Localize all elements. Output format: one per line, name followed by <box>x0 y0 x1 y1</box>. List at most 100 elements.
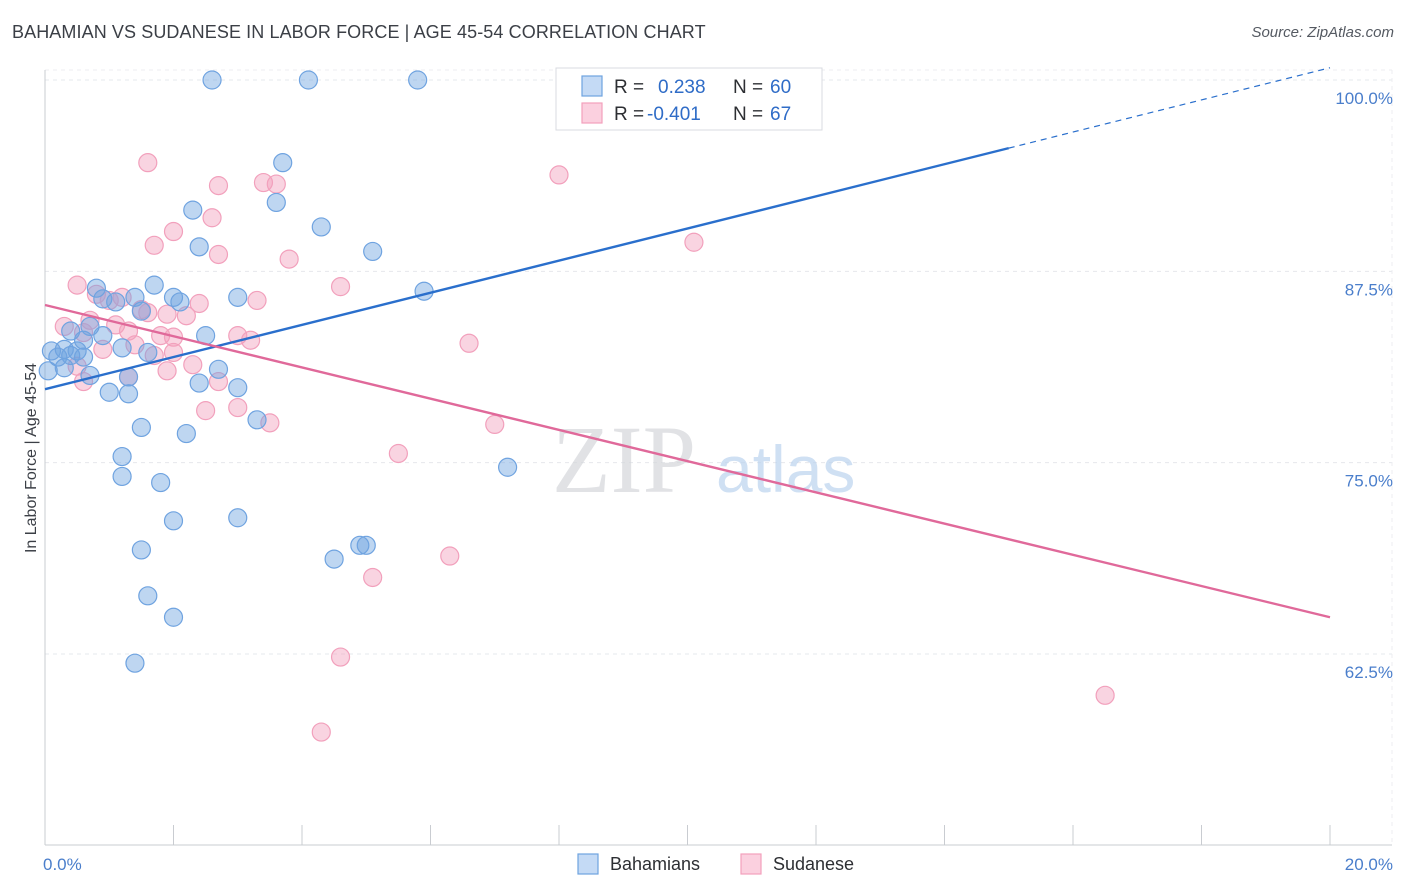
bahamians-point-16 <box>228 287 248 307</box>
y-tick-label-3: 100.0% <box>1335 89 1393 108</box>
sudanese-point-8 <box>208 244 229 265</box>
sudanese-point-49 <box>330 647 351 667</box>
sudanese-point-6 <box>163 221 184 242</box>
bahamians-trend-line <box>44 146 1010 391</box>
bahamians-point-15 <box>93 289 113 309</box>
bahamians-point-45 <box>112 466 132 487</box>
sudanese-point-5 <box>202 208 222 228</box>
y-tick-label-0: 62.5% <box>1345 663 1393 682</box>
bahamians-point-8 <box>363 241 383 262</box>
x-tick-labels: 0.0% 20.0% <box>43 855 1393 874</box>
bahamians-point-48 <box>163 511 184 531</box>
bahamians-point-23 <box>73 330 94 350</box>
sudanese-point-9 <box>279 249 299 269</box>
legend-swatch-bottom-bahamians <box>577 853 599 875</box>
sudanese-point-7 <box>144 235 164 255</box>
sudanese-point-36 <box>93 339 113 359</box>
sudanese-point-48 <box>363 567 383 588</box>
bahamians-point-54 <box>138 586 158 606</box>
bahamians-points <box>38 70 518 673</box>
bahamians-point-55 <box>163 607 184 627</box>
legend-label-bahamians: Bahamians <box>610 854 700 874</box>
bahamians-point-52 <box>356 535 376 555</box>
bahamians-point-50 <box>131 540 151 560</box>
legend-r-value-2: -0.401 <box>647 104 701 125</box>
bahamians-point-53 <box>324 549 344 569</box>
bahamians-point-11 <box>86 278 107 298</box>
chart-source: Source: ZipAtlas.com <box>1251 24 1394 41</box>
y-tick-labels: 62.5% 75.0% 87.5% 100.0% <box>1335 89 1393 682</box>
trend-lines <box>44 67 1331 619</box>
sudanese-point-17 <box>189 293 209 314</box>
bahamians-point-47 <box>498 457 518 477</box>
bahamians-point-0 <box>202 70 222 90</box>
bahamians-point-20 <box>93 326 113 346</box>
sudanese-point-43 <box>228 397 248 418</box>
bahamians-point-31 <box>138 342 158 363</box>
bahamians-point-3 <box>273 153 293 173</box>
sudanese-point-4 <box>549 165 569 185</box>
bahamians-point-39 <box>99 382 119 402</box>
legend-n-label-2: N = <box>733 104 763 125</box>
bahamians-point-46 <box>151 472 171 493</box>
sudanese-point-51 <box>1095 685 1115 705</box>
bahamians-point-36 <box>208 359 229 379</box>
sudanese-point-19 <box>157 304 177 324</box>
sudanese-point-12 <box>67 275 87 295</box>
bahamians-point-49 <box>228 508 248 528</box>
bahamians-point-7 <box>189 237 209 257</box>
chart-title: BAHAMIAN VS SUDANESE IN LABOR FORCE | AG… <box>12 22 706 42</box>
series-legend: Bahamians Sudanese <box>577 853 854 875</box>
bahamians-point-10 <box>144 275 164 295</box>
sudanese-point-35 <box>183 355 203 375</box>
y-tick-label-2: 87.5% <box>1345 280 1393 299</box>
sudanese-point-11 <box>330 277 351 297</box>
watermark-zip: ZIP <box>552 406 696 513</box>
sudanese-point-47 <box>440 546 460 566</box>
legend-n-value-1: 60 <box>770 77 791 98</box>
sudanese-point-39 <box>157 361 177 381</box>
sudanese-point-31 <box>459 333 479 353</box>
bahamians-point-33 <box>54 358 74 378</box>
sudanese-point-2 <box>208 176 229 196</box>
y-axis-label: In Labor Force | Age 45-54 <box>23 363 40 553</box>
grid-lines <box>45 69 1393 845</box>
sudanese-point-3 <box>266 174 286 194</box>
bahamians-point-43 <box>176 423 196 444</box>
bahamians-point-1 <box>298 70 319 90</box>
sudanese-point-42 <box>196 401 216 421</box>
bahamians-point-29 <box>73 347 94 367</box>
legend-n-label-1: N = <box>733 77 763 98</box>
axes <box>44 70 1392 846</box>
sudanese-point-10 <box>684 232 704 252</box>
bahamians-point-9 <box>414 281 434 301</box>
x-tick-label-1: 20.0% <box>1345 855 1393 874</box>
bahamians-trend-extension <box>1008 67 1331 149</box>
legend-r-label-2: R = <box>614 104 644 125</box>
legend-swatch-sudanese <box>581 102 603 124</box>
x-tick-label-0: 0.0% <box>43 855 82 874</box>
legend-swatch-bottom-sudanese <box>740 853 762 875</box>
bahamians-point-2 <box>408 70 428 90</box>
bahamians-point-4 <box>266 192 286 213</box>
legend-swatch-bahamians <box>581 75 603 97</box>
legend-n-value-2: 67 <box>770 104 791 125</box>
sudanese-point-18 <box>247 290 267 311</box>
bahamians-point-5 <box>183 200 203 220</box>
sudanese-point-16 <box>99 290 119 311</box>
sudanese-point-45 <box>485 414 505 434</box>
legend-r-label-1: R = <box>614 77 644 98</box>
bahamians-point-38 <box>228 378 248 398</box>
bahamians-point-41 <box>131 417 151 438</box>
y-tick-label-1: 75.0% <box>1345 472 1393 491</box>
sudanese-point-0 <box>138 153 158 173</box>
bahamians-point-6 <box>311 217 331 237</box>
bahamians-point-51 <box>350 535 370 555</box>
legend-label-sudanese: Sudanese <box>773 854 854 874</box>
bahamians-point-44 <box>112 446 132 467</box>
bahamians-point-32 <box>38 361 58 381</box>
bahamians-point-40 <box>118 384 139 404</box>
bahamians-point-17 <box>170 292 190 312</box>
watermark-atlas: atlas <box>716 432 855 506</box>
